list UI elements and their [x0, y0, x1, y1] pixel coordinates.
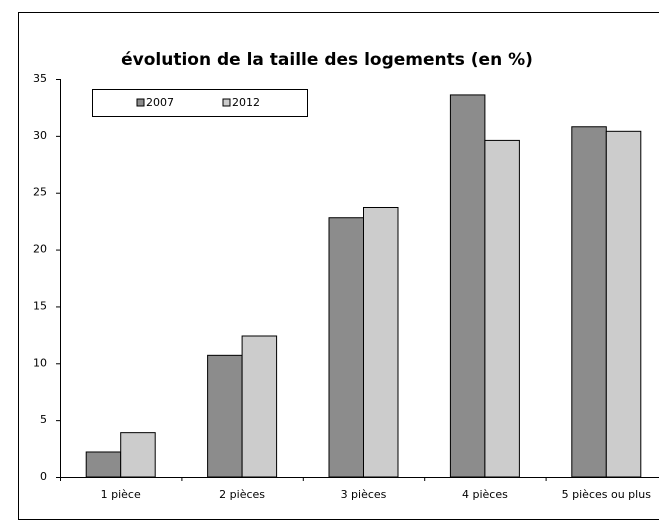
y-tick-label: 0 [40, 470, 47, 483]
bar [571, 126, 607, 478]
bar [484, 139, 520, 478]
bar [363, 206, 399, 478]
x-tick-label: 5 pièces ou plus [562, 488, 652, 501]
bar [449, 94, 486, 478]
y-tick-label: 35 [33, 72, 47, 85]
bar [120, 432, 156, 478]
bar [207, 354, 243, 478]
bar [241, 335, 278, 478]
y-tick-label: 30 [33, 129, 47, 142]
y-tick-label: 25 [33, 186, 47, 199]
legend-swatch [136, 98, 145, 107]
y-tick-label: 5 [40, 413, 47, 426]
legend-box [92, 89, 308, 117]
legend-swatch [222, 98, 231, 107]
bar [328, 217, 364, 478]
legend-label: 2012 [232, 96, 260, 109]
bar [85, 451, 122, 478]
x-tick-label: 2 pièces [219, 488, 265, 501]
y-tick-label: 20 [33, 243, 47, 256]
x-tick-label: 3 pièces [341, 488, 387, 501]
x-tick-label: 1 pièce [101, 488, 141, 501]
y-tick-label: 10 [33, 356, 47, 369]
chart-title: évolution de la taille des logements (en… [121, 50, 533, 70]
x-tick-label: 4 pièces [462, 488, 508, 501]
bar [605, 130, 642, 478]
y-tick-label: 15 [33, 299, 47, 312]
legend-label: 2007 [146, 96, 174, 109]
